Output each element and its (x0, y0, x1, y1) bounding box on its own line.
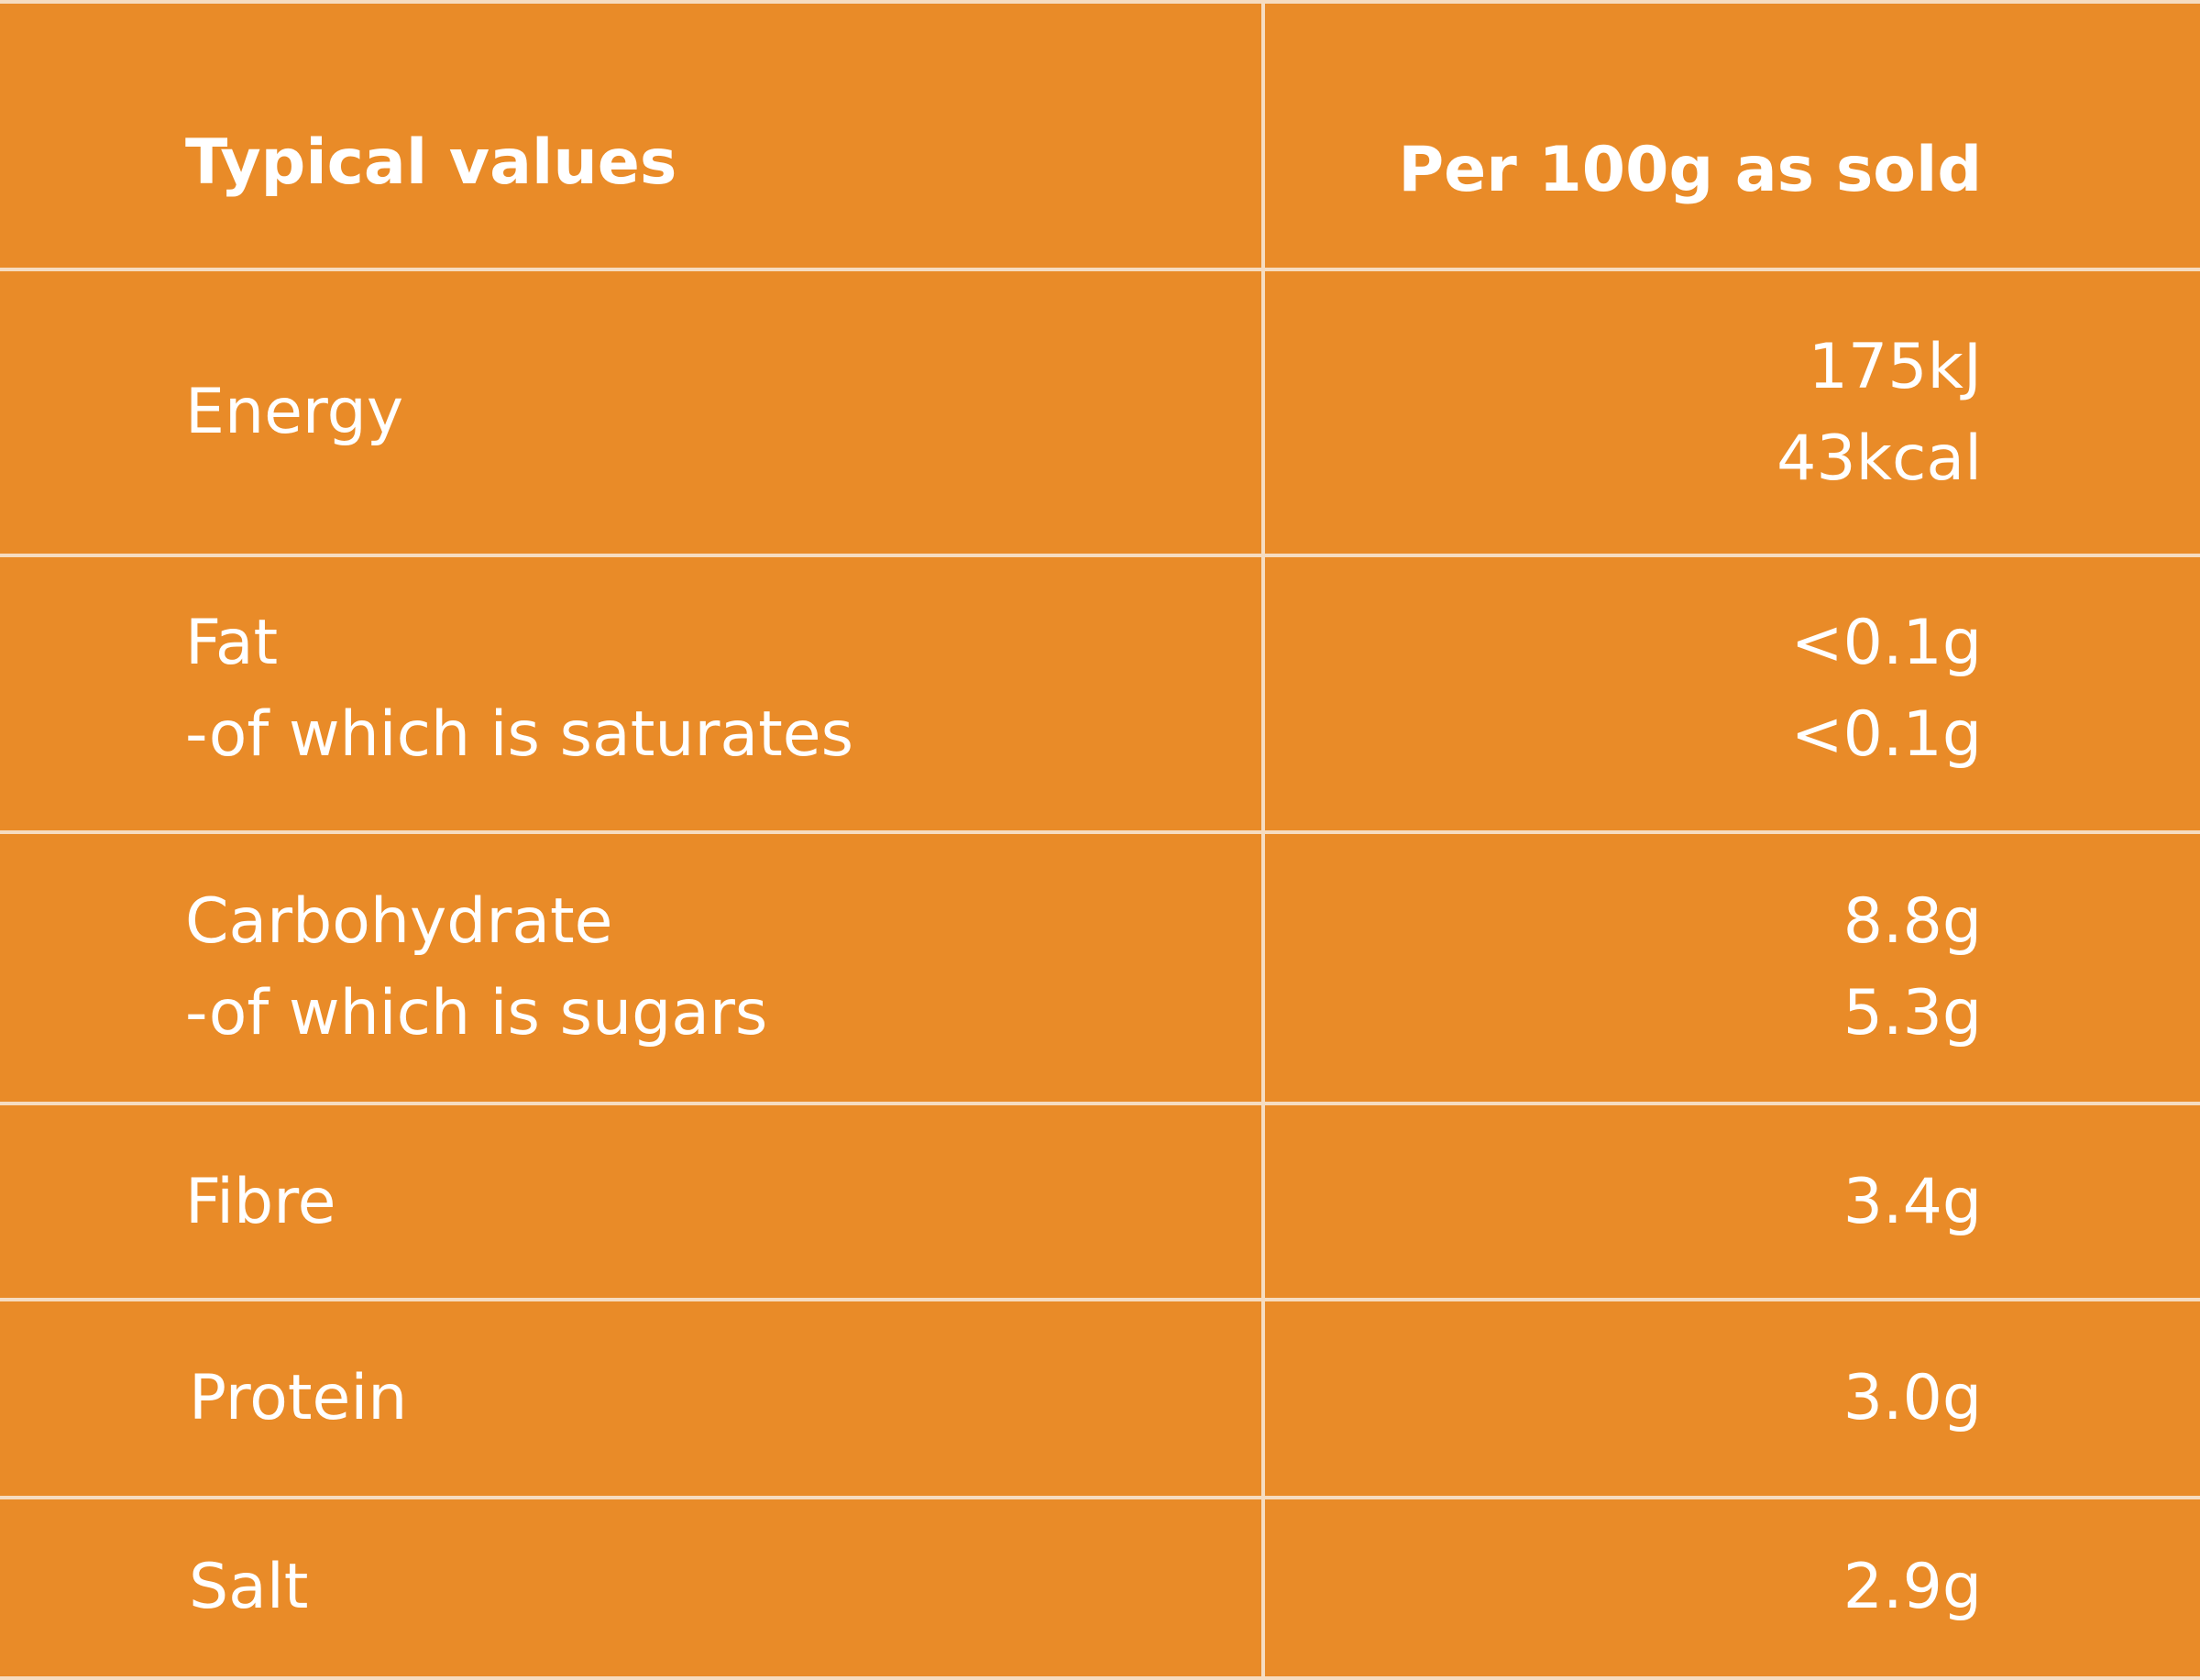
nutrient-value: 175kJ 43kcal (1776, 331, 1982, 495)
nutrient-value: 2.9g (1842, 1551, 1982, 1623)
nutrient-label: Carbohydrate -of which is sugars (185, 885, 768, 1049)
nutrient-value: 3.4g (1842, 1166, 1982, 1238)
table-row: Fat -of which is saturates <0.1g <0.1g (0, 557, 2200, 834)
header-label: Typical values (185, 126, 677, 199)
table-row: Protein 3.0g (0, 1301, 2200, 1499)
nutrient-label: Fibre (185, 1166, 336, 1238)
nutrient-label: Fat -of which is saturates (185, 607, 854, 771)
column-divider (1261, 0, 1265, 1680)
header-value: Per 100g as sold (1398, 134, 1982, 206)
top-rule (0, 0, 2200, 4)
table-row: Energy 175kJ 43kcal (0, 271, 2200, 557)
nutrient-value: 8.8g 5.3g (1842, 885, 1982, 1049)
table-row: Fibre 3.4g (0, 1105, 2200, 1301)
nutrient-value: <0.1g <0.1g (1790, 607, 1982, 771)
nutrient-label: Salt (189, 1551, 309, 1623)
table-header-row: Typical values Per 100g as sold (0, 0, 2200, 271)
nutrient-label: Protein (189, 1362, 408, 1434)
table-row: Salt 2.9g (0, 1499, 2200, 1680)
nutrient-label: Energy (185, 376, 404, 448)
table-row: Carbohydrate -of which is sugars 8.8g 5.… (0, 834, 2200, 1105)
nutrient-value: 3.0g (1842, 1362, 1982, 1434)
